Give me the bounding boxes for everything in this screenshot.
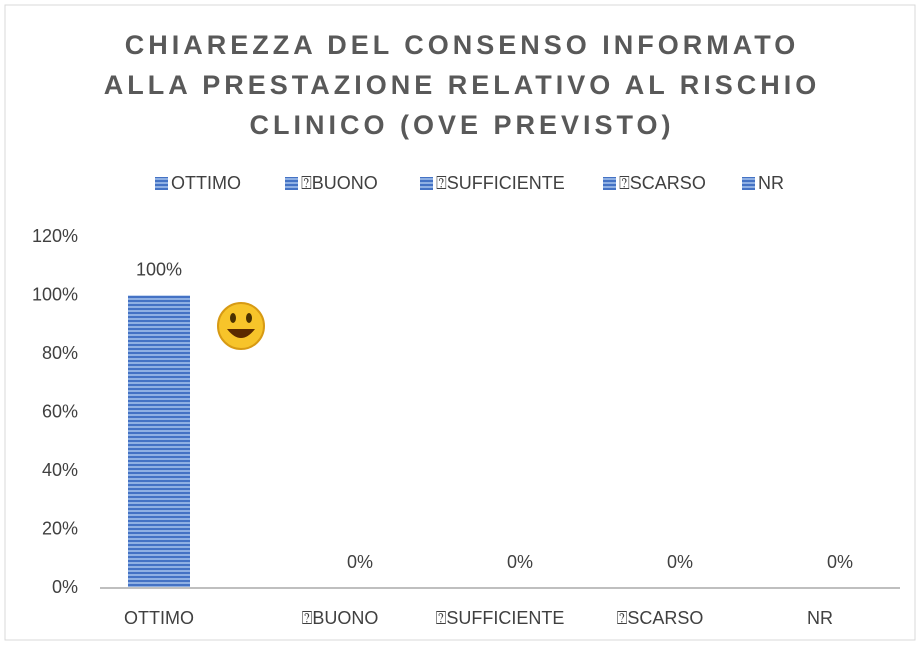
legend-label: NR bbox=[758, 173, 784, 193]
chart-border bbox=[4, 4, 916, 641]
legend-label: ⍰SCARSO bbox=[619, 173, 706, 193]
x-tick-label: ⍰SUFFICIENTE bbox=[436, 608, 565, 628]
value-label: 0% bbox=[827, 552, 853, 572]
value-label: 0% bbox=[347, 552, 373, 572]
bar bbox=[128, 295, 190, 588]
value-label: 0% bbox=[667, 552, 693, 572]
smiley bbox=[217, 302, 265, 350]
y-tick-label: 0% bbox=[52, 577, 78, 597]
y-tick-label: 80% bbox=[42, 343, 78, 363]
chart-title: CLINICO (OVE PREVISTO) bbox=[249, 110, 674, 140]
chart-title: ALLA PRESTAZIONE RELATIVO AL RISCHIO bbox=[104, 70, 821, 100]
y-tick-label: 40% bbox=[42, 460, 78, 480]
x-tick-label: NR bbox=[807, 608, 833, 628]
x-tick-label: OTTIMO bbox=[124, 608, 194, 628]
x-tick-label: ⍰BUONO bbox=[302, 608, 379, 628]
legend-swatch bbox=[603, 177, 616, 190]
legend-swatch bbox=[420, 177, 433, 190]
x-tick-label: ⍰SCARSO bbox=[617, 608, 704, 628]
y-tick-label: 100% bbox=[32, 284, 78, 304]
legend-label: ⍰BUONO bbox=[301, 173, 378, 193]
legend-label: OTTIMO bbox=[171, 173, 241, 193]
chart-title: CHIAREZZA DEL CONSENSO INFORMATO bbox=[125, 30, 800, 60]
value-label: 0% bbox=[507, 552, 533, 572]
y-tick-label: 20% bbox=[42, 518, 78, 538]
legend-swatch bbox=[285, 177, 298, 190]
value-label: 100% bbox=[136, 259, 182, 279]
legend-swatch bbox=[155, 177, 168, 190]
legend-swatch bbox=[742, 177, 755, 190]
y-tick-label: 120% bbox=[32, 226, 78, 246]
y-tick-label: 60% bbox=[42, 401, 78, 421]
legend-label: ⍰SUFFICIENTE bbox=[436, 173, 565, 193]
